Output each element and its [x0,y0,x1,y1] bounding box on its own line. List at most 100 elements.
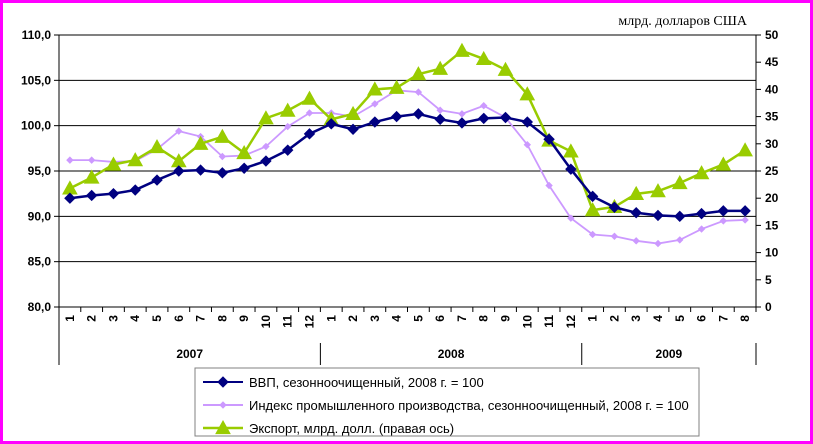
data-point [258,110,274,125]
data-point [610,232,619,240]
month-tick-label: 11 [542,315,556,328]
data-point [497,61,514,76]
left-tick-label: 85,0 [28,255,52,269]
right-tick-label: 10 [765,246,779,260]
data-point [410,66,427,81]
month-tick-label: 3 [106,315,120,322]
data-point [737,142,753,157]
data-point [741,216,749,224]
data-point [565,163,577,175]
data-point [478,112,490,125]
data-point [369,116,381,128]
month-tick-label: 9 [499,315,513,322]
right-tick-label: 30 [765,137,779,151]
data-point [388,79,405,94]
data-point [434,113,446,126]
chart-svg: 80,085,090,095,0100,0105,0110,0051015202… [21,14,779,437]
series-0 [64,108,751,223]
month-tick-label: 12 [564,315,578,329]
data-point [414,88,423,96]
month-tick-label: 2 [346,315,360,322]
month-tick-label: 5 [150,315,164,322]
data-point [632,237,640,245]
data-point [652,209,664,222]
data-point [654,239,662,248]
data-point [107,187,120,200]
data-point [347,123,359,136]
data-point [523,140,532,149]
data-point [192,135,209,150]
data-point [260,155,272,167]
year-label: 2007 [176,347,203,361]
month-tick-label: 6 [433,315,447,322]
month-tick-label: 6 [172,315,186,322]
data-point [151,174,163,186]
series-line [69,89,746,245]
legend-label: Индекс промышленного производства, сезон… [249,398,689,413]
right-axis-unit-label: млрд. долларов США [618,14,747,29]
data-point [412,108,425,120]
data-point [236,145,252,160]
data-point [543,133,555,145]
legend-label: Экспорт, млрд. долл. (правая ось) [249,421,454,436]
legend-item: Экспорт, млрд. долл. (правая ось) [203,419,454,436]
data-point [262,142,270,151]
data-point [301,90,318,105]
left-tick-label: 95,0 [28,164,52,178]
month-tick-label: 11 [281,315,295,328]
year-label: 2008 [438,347,465,361]
legend-box [194,367,700,437]
right-tick-label: 35 [765,110,779,124]
left-tick-label: 90,0 [28,209,52,223]
data-point [608,201,621,213]
data-point [127,152,144,167]
month-tick-label: 5 [673,315,687,322]
right-tick-label: 15 [765,218,779,232]
legend: ВВП, сезонноочищенный, 2008 г. = 100 Инде… [203,375,689,436]
data-point [85,189,98,202]
data-point [650,183,666,198]
month-tick-label: 1 [586,315,600,322]
data-point [83,169,100,184]
data-point [475,50,492,66]
month-tick-label: 2 [607,315,621,322]
month-tick-label: 5 [411,315,425,322]
month-tick-label: 1 [324,315,338,322]
month-tick-label: 8 [477,315,491,322]
month-tick-label: 4 [651,315,665,322]
data-point [129,184,141,196]
data-point [697,225,706,233]
month-tick-label: 8 [215,315,229,322]
legend-marker [217,376,229,388]
data-point [66,156,74,164]
data-point [499,111,512,124]
right-tick-label: 20 [765,191,779,205]
month-tick-label: 9 [237,315,251,322]
data-point [586,190,599,203]
data-point [719,217,728,225]
data-point [325,118,337,130]
data-point [521,116,534,128]
data-point [458,110,466,118]
data-point [717,205,730,217]
data-point [305,109,314,117]
data-point [588,230,597,239]
data-point [175,127,183,135]
legend-label: ВВП, сезонноочищенный, 2008 г. = 100 [249,375,484,390]
data-point [87,156,96,164]
data-point [371,100,379,108]
data-point [281,144,294,156]
month-tick-label: 7 [194,315,208,322]
data-point [149,139,165,154]
data-point [173,165,185,177]
right-tick-label: 50 [765,28,779,42]
right-tick-label: 25 [765,164,779,178]
month-tick-label: 1 [63,315,77,322]
data-point [436,106,444,114]
data-point [630,206,642,219]
data-point [390,110,403,123]
data-point [345,105,361,120]
data-point [628,185,645,200]
data-point [432,60,449,75]
